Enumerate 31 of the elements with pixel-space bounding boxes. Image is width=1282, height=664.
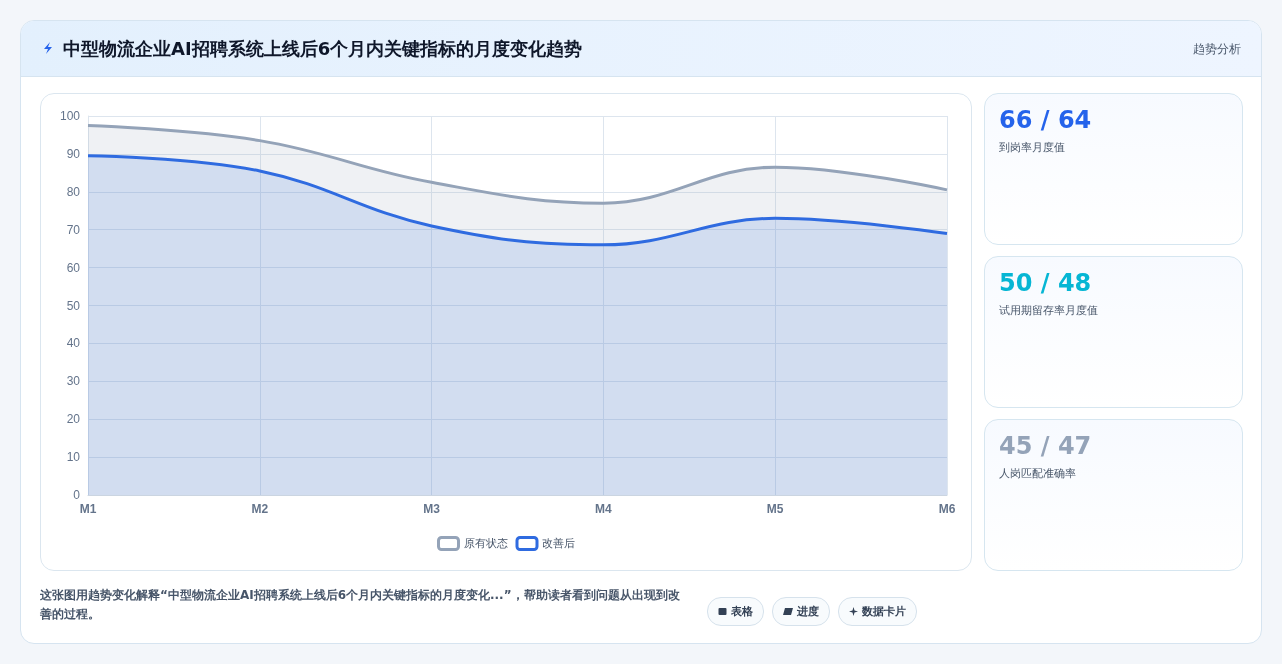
text: 趋势分析 xyxy=(1193,41,1241,58)
text: 50 / 48 xyxy=(999,269,1092,297)
text: 人岗匹配准确率 xyxy=(999,466,1076,481)
text: 进度 xyxy=(797,604,819,619)
y-tick-label: 30 xyxy=(66,374,81,389)
y-tick-label: 40 xyxy=(66,336,81,351)
y-tick-label: 10 xyxy=(66,450,81,465)
x-tick-label: M1 xyxy=(79,502,97,516)
text: 数据卡片 xyxy=(862,604,906,619)
y-tick-label: 20 xyxy=(66,412,81,427)
y-tick-label: 80 xyxy=(66,184,81,199)
text: 45 / 47 xyxy=(999,432,1092,460)
x-tick-label: M6 xyxy=(938,502,956,516)
y-tick-label: 100 xyxy=(59,109,81,123)
x-tick-label: M3 xyxy=(423,502,441,516)
x-tick-label: M4 xyxy=(595,502,613,516)
y-tick-label: 0 xyxy=(73,488,81,502)
y-tick-label: 70 xyxy=(66,222,81,237)
text: 表格 xyxy=(731,604,753,619)
legend-label: 改善后 xyxy=(542,537,575,550)
legend-label: 原有状态 xyxy=(463,537,508,550)
text: 66 / 64 xyxy=(999,106,1092,134)
text: 试用期留存率月度值 xyxy=(999,303,1098,318)
y-tick-label: 90 xyxy=(66,146,81,161)
x-tick-label: M2 xyxy=(251,502,269,516)
text: 这张图用趋势变化解释“中型物流企业AI招聘系统上线后6个月内关键指标的月度变化...”，帮助读者看到问题从出现到改善的过程。 xyxy=(40,587,681,623)
x-tick-label: M5 xyxy=(766,502,784,516)
chart-title: 中型物流企业AI招聘系统上线后6个月内关键指标的月度变化趋势 xyxy=(63,37,583,61)
y-tick-label: 50 xyxy=(66,298,81,313)
text: 到岗率月度值 xyxy=(999,140,1065,155)
y-tick-label: 60 xyxy=(66,260,81,275)
